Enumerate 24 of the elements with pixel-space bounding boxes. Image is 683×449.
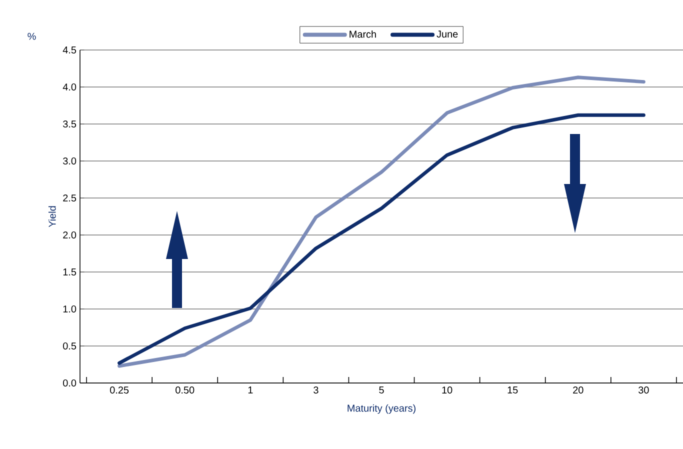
y-tick-label: 3.5 <box>63 120 76 128</box>
y-tick-label: 3.0 <box>63 157 76 165</box>
y-tick-label: 1.0 <box>63 305 76 313</box>
x-tick-label: 1 <box>248 386 253 394</box>
x-tick-label: 20 <box>573 386 584 394</box>
x-tick-label: 15 <box>508 386 518 394</box>
x-tick-label: 30 <box>638 386 649 394</box>
x-tick-label: 10 <box>442 386 452 394</box>
text: % <box>28 32 36 40</box>
x-tick-label: 5 <box>379 386 384 394</box>
y-tick-label: 4.0 <box>62 83 76 91</box>
legend-label: June <box>436 30 458 38</box>
y-tick-label: 4.5 <box>62 46 76 54</box>
x-tick-label: 0.25 <box>110 386 129 394</box>
x-tick-label: 3 <box>314 386 318 394</box>
x-tick-label: 0.50 <box>176 386 194 394</box>
x-axis-title: Maturity (years) <box>348 404 416 414</box>
y-tick-label: 1.5 <box>63 268 76 276</box>
legend-label: March <box>350 30 376 38</box>
y-tick-label: 0.0 <box>63 379 76 387</box>
y-tick-label: 2.0 <box>63 231 76 239</box>
y-axis-title: Yield <box>48 206 56 228</box>
y-tick-label: 0.5 <box>63 342 76 350</box>
y-tick-label: 2.5 <box>63 194 76 202</box>
